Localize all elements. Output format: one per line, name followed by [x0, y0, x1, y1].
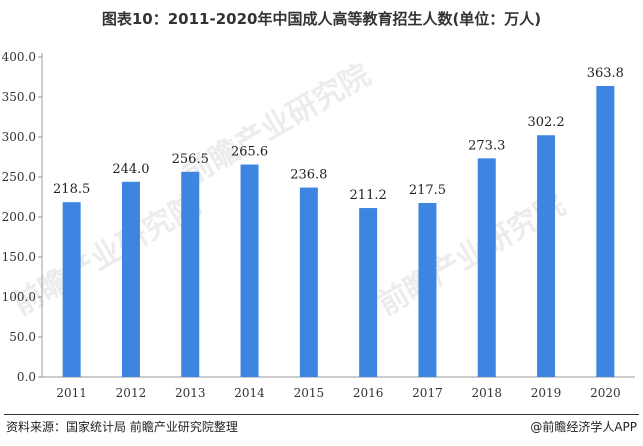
y-tick-label: 250.0	[2, 170, 36, 184]
bar	[299, 187, 318, 377]
x-tick-label: 2014	[234, 386, 265, 400]
bar	[359, 208, 378, 377]
y-tick-label: 300.0	[2, 130, 36, 144]
bar-chart: 0.0 50.0 100.0 150.0 200.0 250.0 300.0 350.0 400…	[2, 50, 635, 400]
bar-value-label: 265.6	[231, 145, 268, 160]
bar	[62, 202, 81, 377]
x-tick-label: 2020	[590, 386, 621, 400]
bar-value-label: 217.5	[409, 183, 446, 198]
x-tick-label: 2011	[56, 386, 87, 400]
footer-divider	[4, 414, 639, 415]
y-tick-label: 0.0	[17, 370, 36, 384]
x-tick-label: 2016	[353, 386, 384, 400]
y-tick-label: 50.0	[9, 330, 36, 344]
bar	[121, 181, 140, 377]
y-tick-label: 100.0	[2, 290, 36, 304]
data-labels: 218.5 244.0 256.5 265.6 236.8 211.2 217.5 273.3…	[53, 66, 624, 203]
bar-value-label: 273.3	[468, 138, 505, 153]
y-tick-label: 400.0	[2, 50, 36, 64]
y-tick-label: 350.0	[2, 90, 36, 104]
bar	[537, 135, 556, 377]
bar	[181, 171, 200, 377]
source-note: 资料来源：国家统计局 前瞻产业研究院整理	[6, 420, 238, 434]
x-tick-label: 2012	[116, 386, 147, 400]
brand-credit: @前瞻经济学人APP	[530, 420, 637, 434]
bar-value-label: 218.5	[53, 182, 90, 197]
bar	[596, 85, 615, 378]
bar	[240, 164, 259, 377]
x-tick-label: 2015	[294, 386, 325, 400]
bars	[62, 85, 615, 378]
bar-value-label: 363.8	[587, 66, 624, 81]
bar	[477, 158, 496, 377]
y-axis: 0.0 50.0 100.0 150.0 200.0 250.0 300.0 350.0 400…	[2, 50, 43, 384]
x-tick-label: 2017	[412, 386, 443, 400]
bar	[418, 203, 437, 377]
y-tick-label: 150.0	[2, 250, 36, 264]
bar-value-label: 211.2	[350, 188, 387, 203]
bar-value-label: 302.2	[527, 115, 564, 130]
x-tick-label: 2013	[175, 386, 206, 400]
x-axis: 2011 2012 2013 2014 2015 2016 2017 2018 2019 2020	[42, 376, 635, 400]
x-tick-label: 2019	[531, 386, 562, 400]
y-tick-label: 200.0	[2, 210, 36, 224]
bar-value-label: 236.8	[290, 168, 327, 183]
x-tick-label: 2018	[471, 386, 502, 400]
bar-value-label: 244.0	[112, 162, 149, 177]
chart-title: 图表10：2011-2020年中国成人高等教育招生人数(单位：万人)	[101, 10, 542, 28]
bar-value-label: 256.5	[172, 152, 209, 167]
